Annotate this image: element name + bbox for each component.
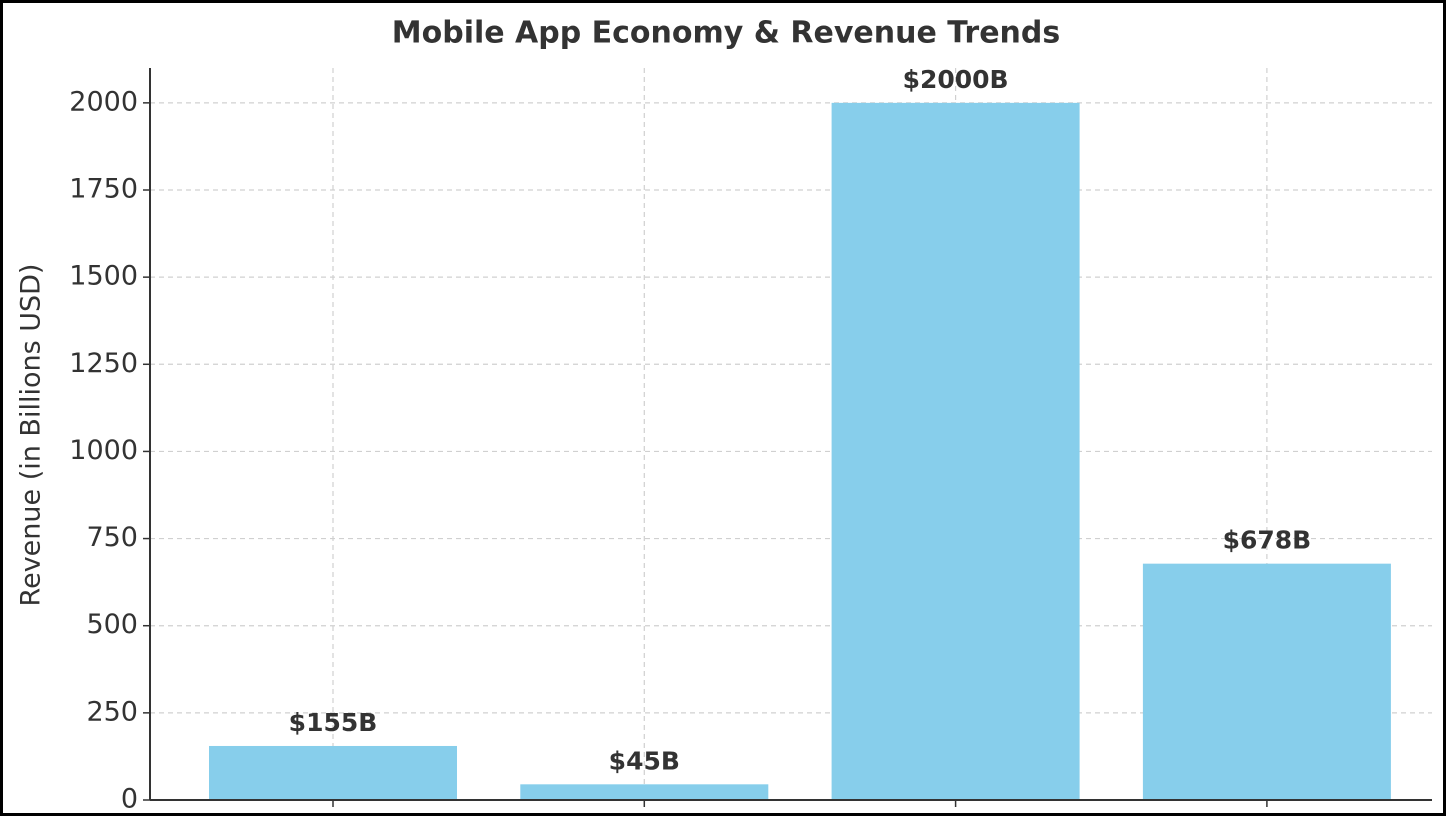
y-tick-label: 250 <box>86 696 138 727</box>
value-label: $2000B <box>903 65 1009 94</box>
bar <box>831 102 1080 801</box>
y-tick-label: 1000 <box>69 435 138 466</box>
bar <box>520 784 769 800</box>
y-tick-label: 1250 <box>69 348 138 379</box>
chart-title: Mobile App Economy & Revenue Trends <box>392 16 1060 51</box>
y-tick-label: 1500 <box>69 261 138 292</box>
bar <box>1142 563 1391 800</box>
y-tick-label: 750 <box>86 522 138 553</box>
y-tick-label: 500 <box>86 609 138 640</box>
y-tick-label: 0 <box>121 784 138 815</box>
y-tick-label: 1750 <box>69 174 138 205</box>
bar <box>209 745 457 800</box>
value-label: $45B <box>609 746 680 775</box>
value-label: $155B <box>289 708 378 737</box>
y-axis-label: Revenue (in Billions USD) <box>16 264 47 607</box>
y-tick-label: 2000 <box>69 86 138 117</box>
value-label: $678B <box>1223 526 1312 555</box>
